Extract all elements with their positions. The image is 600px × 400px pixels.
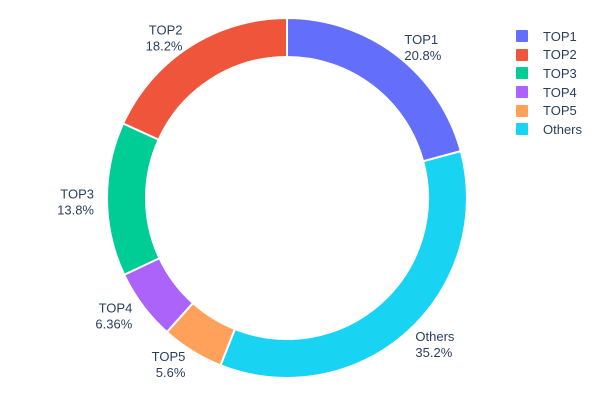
slice-label-top2: TOP2 18.2% (146, 23, 183, 54)
legend-item-top1[interactable]: TOP1 (516, 27, 582, 46)
slice-label-top3: TOP3 13.8% (57, 186, 94, 217)
slice-percent-text: 13.8% (57, 202, 94, 217)
slice-name-text: Others (415, 329, 455, 344)
slice-percent-text: 6.36% (95, 316, 132, 331)
legend-swatch-icon (516, 30, 528, 43)
slice-label-top5: TOP5 5.6% (152, 349, 186, 380)
legend-label: Others (543, 121, 583, 137)
legend-swatch-icon (516, 67, 528, 80)
legend-label: TOP1 (543, 28, 577, 44)
legend: TOP1 TOP2 TOP3 TOP4 TOP5 Others (516, 27, 582, 139)
legend-label: TOP5 (543, 103, 577, 119)
slice-name-text: TOP3 (60, 186, 94, 201)
legend-swatch-icon (516, 104, 528, 117)
legend-label: TOP4 (543, 84, 577, 100)
legend-item-others[interactable]: Others (516, 120, 582, 139)
legend-item-top2[interactable]: TOP2 (516, 46, 582, 65)
slice-name-text: TOP2 (149, 23, 183, 38)
slice-percent-text: 5.6% (156, 365, 186, 380)
legend-swatch-icon (516, 48, 528, 61)
legend-item-top5[interactable]: TOP5 (516, 101, 582, 120)
slice-percent-text: 18.2% (146, 39, 183, 54)
legend-swatch-icon (516, 123, 528, 136)
slice-label-top1: TOP1 20.8% (404, 32, 441, 63)
slice-percent-text: 20.8% (404, 48, 441, 63)
slice-label-top4: TOP4 6.36% (95, 300, 132, 331)
slice-label-others: Others 35.2% (415, 329, 455, 360)
slice-name-text: TOP5 (152, 349, 186, 364)
pie-slice-top2[interactable] (121, 16, 288, 141)
slice-name-text: TOP1 (404, 32, 438, 47)
pie-slice-top3[interactable] (106, 122, 161, 277)
legend-swatch-icon (516, 86, 528, 99)
legend-label: TOP2 (543, 47, 577, 63)
legend-item-top3[interactable]: TOP3 (516, 64, 582, 83)
legend-label: TOP3 (543, 65, 577, 81)
slice-name-text: TOP4 (99, 300, 133, 315)
legend-item-top4[interactable]: TOP4 (516, 83, 582, 102)
slice-percent-text: 35.2% (415, 345, 452, 360)
